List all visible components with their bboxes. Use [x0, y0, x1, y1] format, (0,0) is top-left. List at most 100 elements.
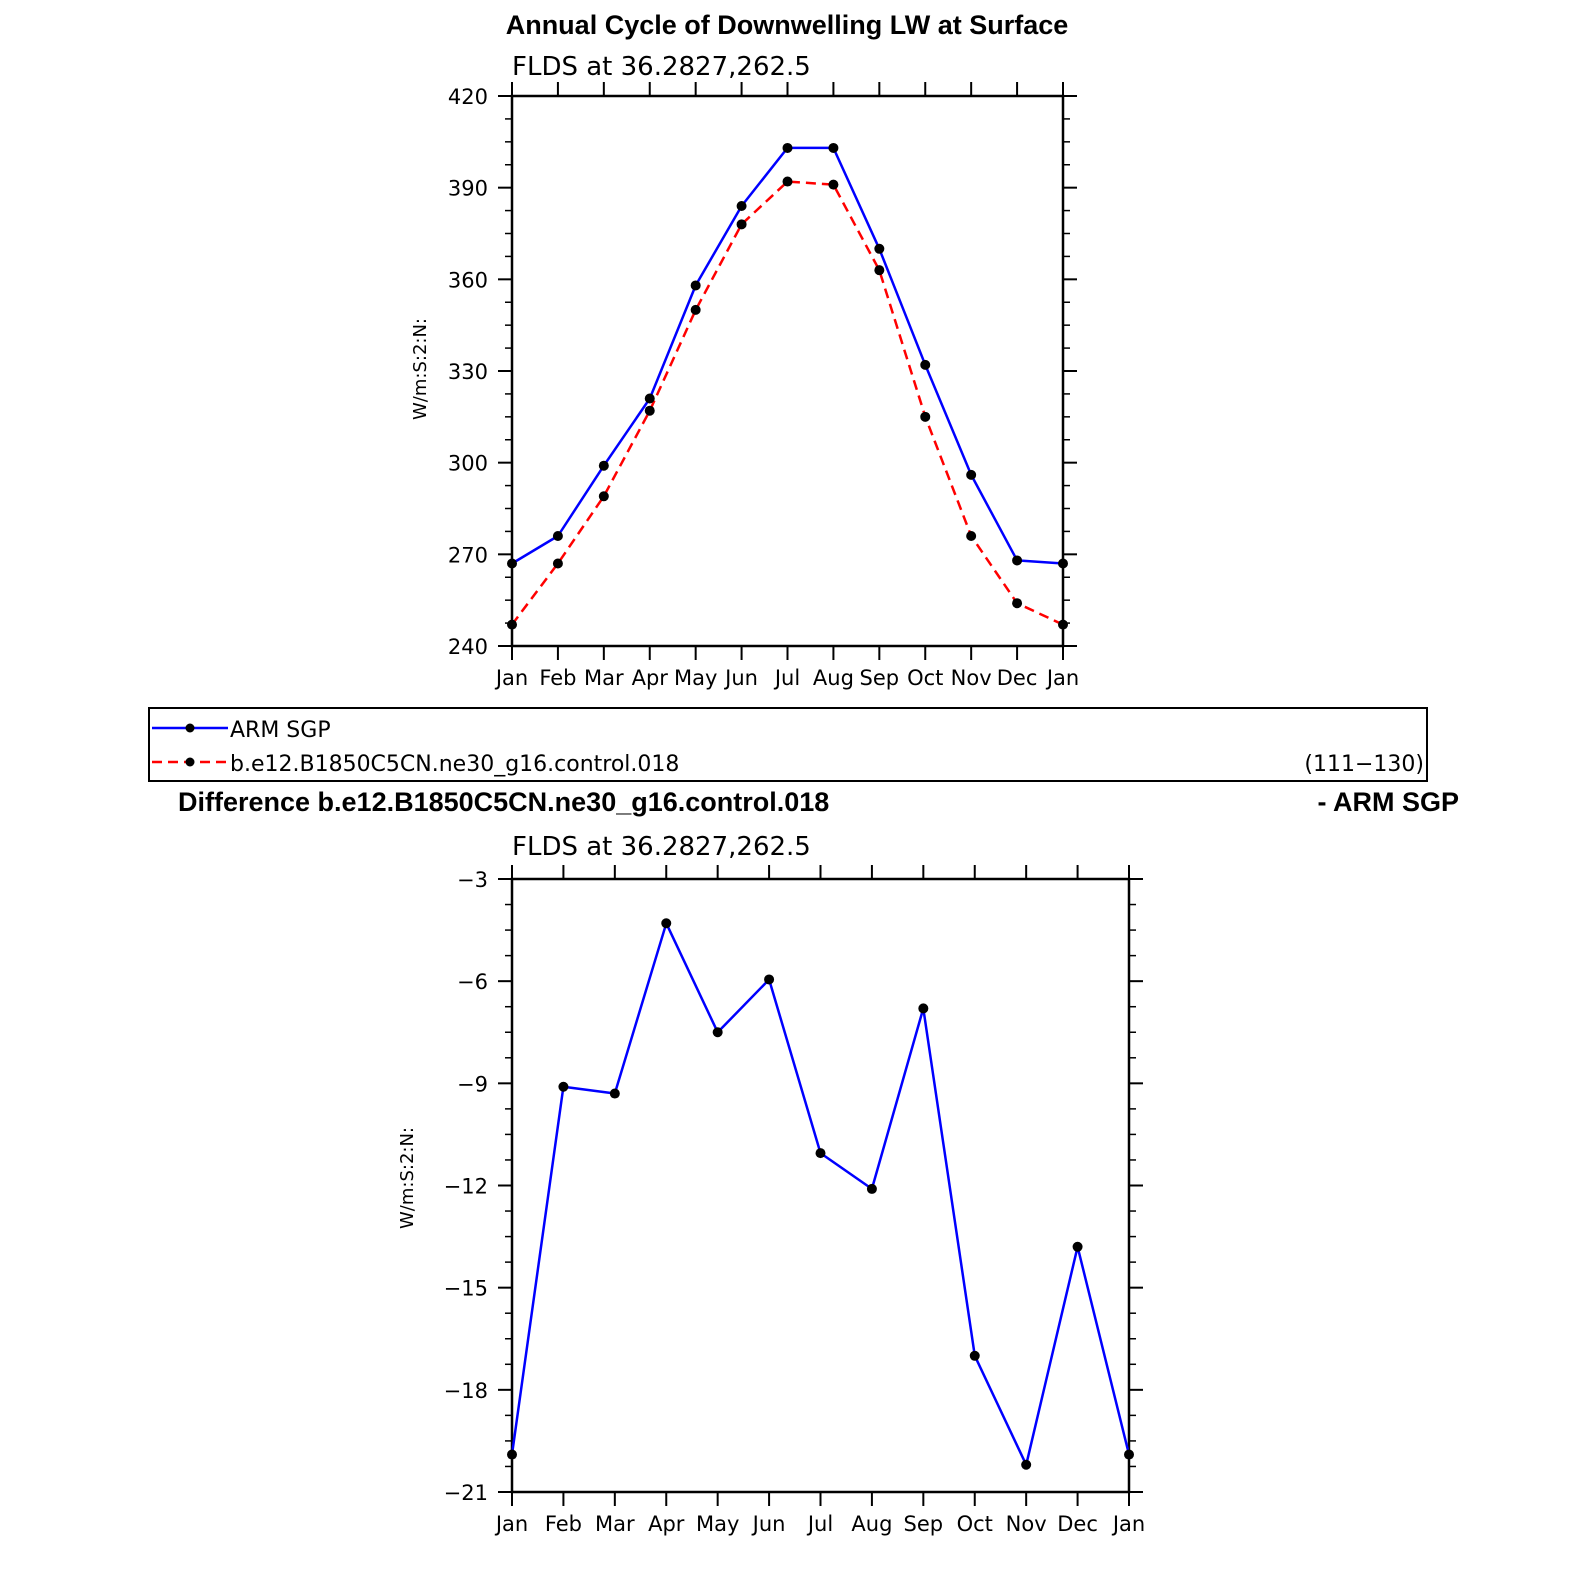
chart-2-series-1-point: [507, 1449, 517, 1460]
chart-2-series-1-point: [815, 1148, 826, 1159]
chart-2-xtick-label: Oct: [957, 1512, 993, 1536]
legend-marker-model: [185, 757, 195, 767]
chart-2-series-1-point: [764, 974, 775, 985]
chart-1-xtick-label: May: [674, 666, 717, 690]
chart-2-series-1-line: [510, 922, 1131, 1467]
chart-1-xtick-label: Jan: [1045, 666, 1079, 690]
chart-2-xtick-label: Feb: [545, 1512, 582, 1536]
chart-1-ytick-label: 240: [448, 635, 488, 659]
chart-1-series-2-point: [1012, 598, 1023, 609]
legend-item-arm-sgp: ARM SGP: [152, 718, 331, 743]
chart-2-series-1-point: [609, 1088, 620, 1099]
chart-1-xtick-label: Mar: [584, 666, 624, 690]
chart-1-series-1-point: [782, 142, 793, 153]
chart-1-ytick-label: 360: [448, 268, 488, 292]
chart-1-series-1-line: [511, 146, 1064, 565]
legend-label-arm-sgp: ARM SGP: [230, 718, 331, 743]
chart-2-plot: −21 −18 −15 −12 −9 −6 −3 Jan Feb Mar Apr May Jun Jul A…: [444, 865, 1145, 1536]
chart-2-series-1-point: [712, 1027, 723, 1038]
chart-2-series-1-point: [661, 918, 672, 929]
chart-1-series-2-point: [736, 219, 747, 230]
chart-1-series-2-point: [690, 304, 701, 315]
chart-2-ytick-label: −18: [444, 1379, 488, 1403]
chart-1-series-2-point: [507, 619, 517, 630]
chart-2-xtick-label: Dec: [1057, 1512, 1098, 1536]
chart-2-xtick-label: Sep: [904, 1512, 944, 1536]
chart-1-series-1-point: [736, 201, 747, 211]
chart-2-xtick-label: Apr: [648, 1512, 685, 1536]
chart-1-series-1-point: [966, 469, 977, 480]
chart-1-series-2-line: [511, 180, 1064, 626]
chart-1-series-2-point: [874, 265, 885, 276]
legend-label-model: b.e12.B1850C5CN.ne30_g16.control.018: [230, 752, 679, 777]
chart-1-series-2-point: [552, 558, 563, 569]
chart-2-series-1-point: [558, 1081, 569, 1092]
chart-1-series-2-point: [598, 491, 609, 502]
legend-box: [148, 707, 1428, 782]
chart-2-xtick-label: Nov: [1006, 1512, 1047, 1536]
chart-1-series-2-point: [1058, 619, 1068, 630]
chart-1-xtick-label: Apr: [632, 666, 669, 690]
chart-1-series-2-point: [920, 411, 931, 422]
chart-1-title: Annual Cycle of Downwelling LW at Surfac…: [506, 10, 1069, 40]
chart-2-series-1-point: [1072, 1241, 1083, 1252]
legend-marker-arm-sgp: [185, 723, 195, 733]
chart-2-title: Difference b.e12.B1850C5CN.ne30_g16.cont…: [178, 787, 829, 817]
chart-2-xtick-label: Jan: [1111, 1512, 1145, 1536]
chart-1-xtick-label: Jun: [723, 666, 758, 690]
chart-1-xtick-label: Sep: [860, 666, 900, 690]
chart-2-xtick-label: Jan: [494, 1512, 528, 1536]
chart-1-series-1-point: [874, 243, 885, 254]
chart-1-ylabel: W/m:S:2:N:: [410, 318, 431, 420]
chart-2-ytick-label: −15: [444, 1277, 488, 1301]
chart-1-ytick-label: 270: [448, 543, 488, 567]
chart-1-series-2-point: [782, 176, 793, 187]
chart-1-ytick-label: 420: [448, 85, 488, 109]
chart-1-series-1-point: [690, 280, 701, 291]
chart-1-plot: 240 270 300 330 360 390 420 Jan Feb Mar Apr May Jun J…: [448, 82, 1079, 690]
chart-2-xtick-label: Mar: [595, 1512, 635, 1536]
chart-1-ytick-label: 300: [448, 452, 488, 476]
chart-2-series-1-point: [1124, 1449, 1134, 1460]
chart-1-xtick-label: Jan: [494, 666, 528, 690]
chart-1-xtick-label: Jul: [773, 666, 800, 690]
chart-1-series-2-point: [644, 405, 655, 416]
chart-2-ytick-label: −6: [457, 970, 488, 994]
chart-1-series-1-point: [920, 359, 931, 370]
chart-1-ytick-label: 330: [448, 360, 488, 384]
chart-1-xtick-label: Aug: [813, 666, 854, 690]
chart-2-ytick-label: −9: [457, 1072, 488, 1096]
chart-2-xtick-label: Jul: [806, 1512, 833, 1536]
chart-2-xtick-label: May: [696, 1512, 739, 1536]
chart-1-series-1-point: [598, 460, 609, 471]
chart-2-series-1-point: [1021, 1459, 1032, 1470]
chart-2-xtick-label: Jun: [751, 1512, 786, 1536]
chart-2-ytick-label: −3: [457, 868, 488, 892]
legend-note: (111−130): [1304, 752, 1424, 777]
chart-1-ytick-label: 390: [448, 177, 488, 201]
chart-1-xtick-label: Nov: [951, 666, 992, 690]
chart-1-series-1-point: [552, 531, 563, 541]
legend-item-model: b.e12.B1850C5CN.ne30_g16.control.018: [152, 752, 679, 777]
chart-1-subtitle: FLDS at 36.2827,262.5: [512, 52, 811, 82]
chart-1-series-1-point: [1058, 558, 1068, 569]
chart-1-xtick-label: Feb: [539, 666, 576, 690]
chart-2-ytick-label: −12: [444, 1175, 488, 1199]
chart-1-series-2-point: [966, 531, 977, 541]
chart-1-series-1-point: [828, 142, 839, 153]
chart-1-xtick-label: Oct: [907, 666, 943, 690]
chart-2-series-1-point: [969, 1350, 980, 1361]
chart-1-xtick-label: Dec: [997, 666, 1038, 690]
chart-1-series-1-point: [1012, 555, 1023, 566]
chart-2-title-right: - ARM SGP: [1318, 787, 1460, 817]
chart-2-xtick-label: Aug: [851, 1512, 892, 1536]
chart-2-subtitle: FLDS at 36.2827,262.5: [512, 832, 811, 862]
chart-1-series-2-point: [828, 179, 839, 190]
chart-1-series-1-point: [507, 558, 517, 569]
chart-2-plot-frame: [510, 877, 1131, 1494]
chart-2-series-1-point: [866, 1183, 877, 1194]
chart-2-series-1-point: [918, 1003, 929, 1014]
chart-2-ylabel: W/m:S:2:N:: [397, 1127, 418, 1229]
chart-1-series-1-point: [644, 393, 655, 404]
